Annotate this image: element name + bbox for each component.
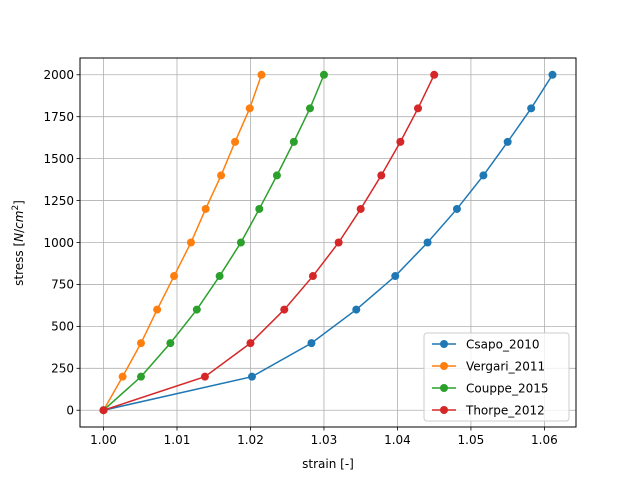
legend-label: Vergari_2011 xyxy=(466,359,545,373)
x-tick-label: 1.06 xyxy=(531,433,558,447)
series-vergari-2011 xyxy=(99,70,266,415)
data-point-csapo-2010 xyxy=(452,204,461,213)
data-point-csapo-2010 xyxy=(503,137,512,146)
y-tick-label: 2000 xyxy=(43,68,74,82)
data-point-couppe-2015 xyxy=(192,305,201,314)
x-tick-label: 1.01 xyxy=(164,433,191,447)
x-axis-label: strain [-] xyxy=(302,457,354,471)
data-point-thorpe-2012 xyxy=(99,406,108,415)
legend-item-couppe-2015: Couppe_2015 xyxy=(432,381,548,395)
y-tick-label: 0 xyxy=(66,404,74,418)
data-point-couppe-2015 xyxy=(289,137,298,146)
y-tick-label: 1000 xyxy=(43,236,74,250)
legend-box xyxy=(423,332,570,422)
data-point-thorpe-2012 xyxy=(308,272,317,281)
legend-item-thorpe-2012: Thorpe_2012 xyxy=(432,403,545,417)
data-point-thorpe-2012 xyxy=(377,171,386,180)
y-tick-label: 1250 xyxy=(43,194,74,208)
series-group xyxy=(99,70,557,415)
data-point-couppe-2015 xyxy=(255,204,264,213)
data-point-csapo-2010 xyxy=(423,238,432,247)
data-point-thorpe-2012 xyxy=(200,372,209,381)
data-point-couppe-2015 xyxy=(166,339,175,348)
y-tick-label: 500 xyxy=(51,320,74,334)
legend: Csapo_2010 Vergari_2011 Couppe_2015 Thorpe_… xyxy=(423,332,570,422)
data-point-vergari-2011 xyxy=(245,104,254,113)
y-tick-label: 750 xyxy=(51,278,74,292)
data-point-csapo-2010 xyxy=(352,305,361,314)
y-tick-label: 1500 xyxy=(43,152,74,166)
data-point-vergari-2011 xyxy=(201,204,210,213)
legend-item-csapo-2010: Csapo_2010 xyxy=(432,337,539,351)
legend-swatch-marker xyxy=(440,384,448,392)
data-point-vergari-2011 xyxy=(257,70,266,79)
data-point-thorpe-2012 xyxy=(430,70,439,79)
y-axis-label: stress [N/cm2] xyxy=(11,200,26,286)
x-tick-label: 1.03 xyxy=(311,433,338,447)
data-point-couppe-2015 xyxy=(272,171,281,180)
legend-swatch-marker xyxy=(440,406,448,414)
data-point-vergari-2011 xyxy=(136,339,145,348)
data-point-vergari-2011 xyxy=(118,372,127,381)
data-point-thorpe-2012 xyxy=(356,204,365,213)
data-point-csapo-2010 xyxy=(548,70,557,79)
y-tick-label: 250 xyxy=(51,362,74,376)
data-point-couppe-2015 xyxy=(215,272,224,281)
legend-label: Couppe_2015 xyxy=(466,381,548,395)
data-point-thorpe-2012 xyxy=(334,238,343,247)
legend-label: Thorpe_2012 xyxy=(465,403,545,417)
data-point-csapo-2010 xyxy=(479,171,488,180)
axis-ticks: 1.00 1.01 1.02 1.03 1.04 1.05 1.06 0 250 500 750 10… xyxy=(43,68,557,447)
data-point-vergari-2011 xyxy=(186,238,195,247)
data-point-vergari-2011 xyxy=(153,305,162,314)
x-tick-label: 1.05 xyxy=(458,433,485,447)
data-point-couppe-2015 xyxy=(236,238,245,247)
series-couppe-2015 xyxy=(99,70,328,415)
y-tick-label: 1750 xyxy=(43,110,74,124)
series-thorpe-2012 xyxy=(99,70,439,415)
legend-swatch-marker xyxy=(440,362,448,370)
data-point-thorpe-2012 xyxy=(280,305,289,314)
x-tick-label: 1.02 xyxy=(237,433,264,447)
data-point-vergari-2011 xyxy=(231,137,240,146)
data-point-thorpe-2012 xyxy=(414,104,423,113)
data-point-couppe-2015 xyxy=(136,372,145,381)
x-tick-label: 1.04 xyxy=(384,433,411,447)
data-point-couppe-2015 xyxy=(305,104,314,113)
x-tick-label: 1.00 xyxy=(90,433,117,447)
data-point-thorpe-2012 xyxy=(396,137,405,146)
data-point-csapo-2010 xyxy=(307,339,316,348)
legend-item-vergari-2011: Vergari_2011 xyxy=(432,359,545,373)
data-point-vergari-2011 xyxy=(170,272,179,281)
data-point-csapo-2010 xyxy=(247,372,256,381)
data-point-csapo-2010 xyxy=(391,272,400,281)
data-point-csapo-2010 xyxy=(527,104,536,113)
data-point-vergari-2011 xyxy=(217,171,226,180)
data-point-couppe-2015 xyxy=(319,70,328,79)
legend-label: Csapo_2010 xyxy=(466,337,539,351)
data-point-thorpe-2012 xyxy=(246,339,255,348)
legend-swatch-marker xyxy=(440,340,448,348)
